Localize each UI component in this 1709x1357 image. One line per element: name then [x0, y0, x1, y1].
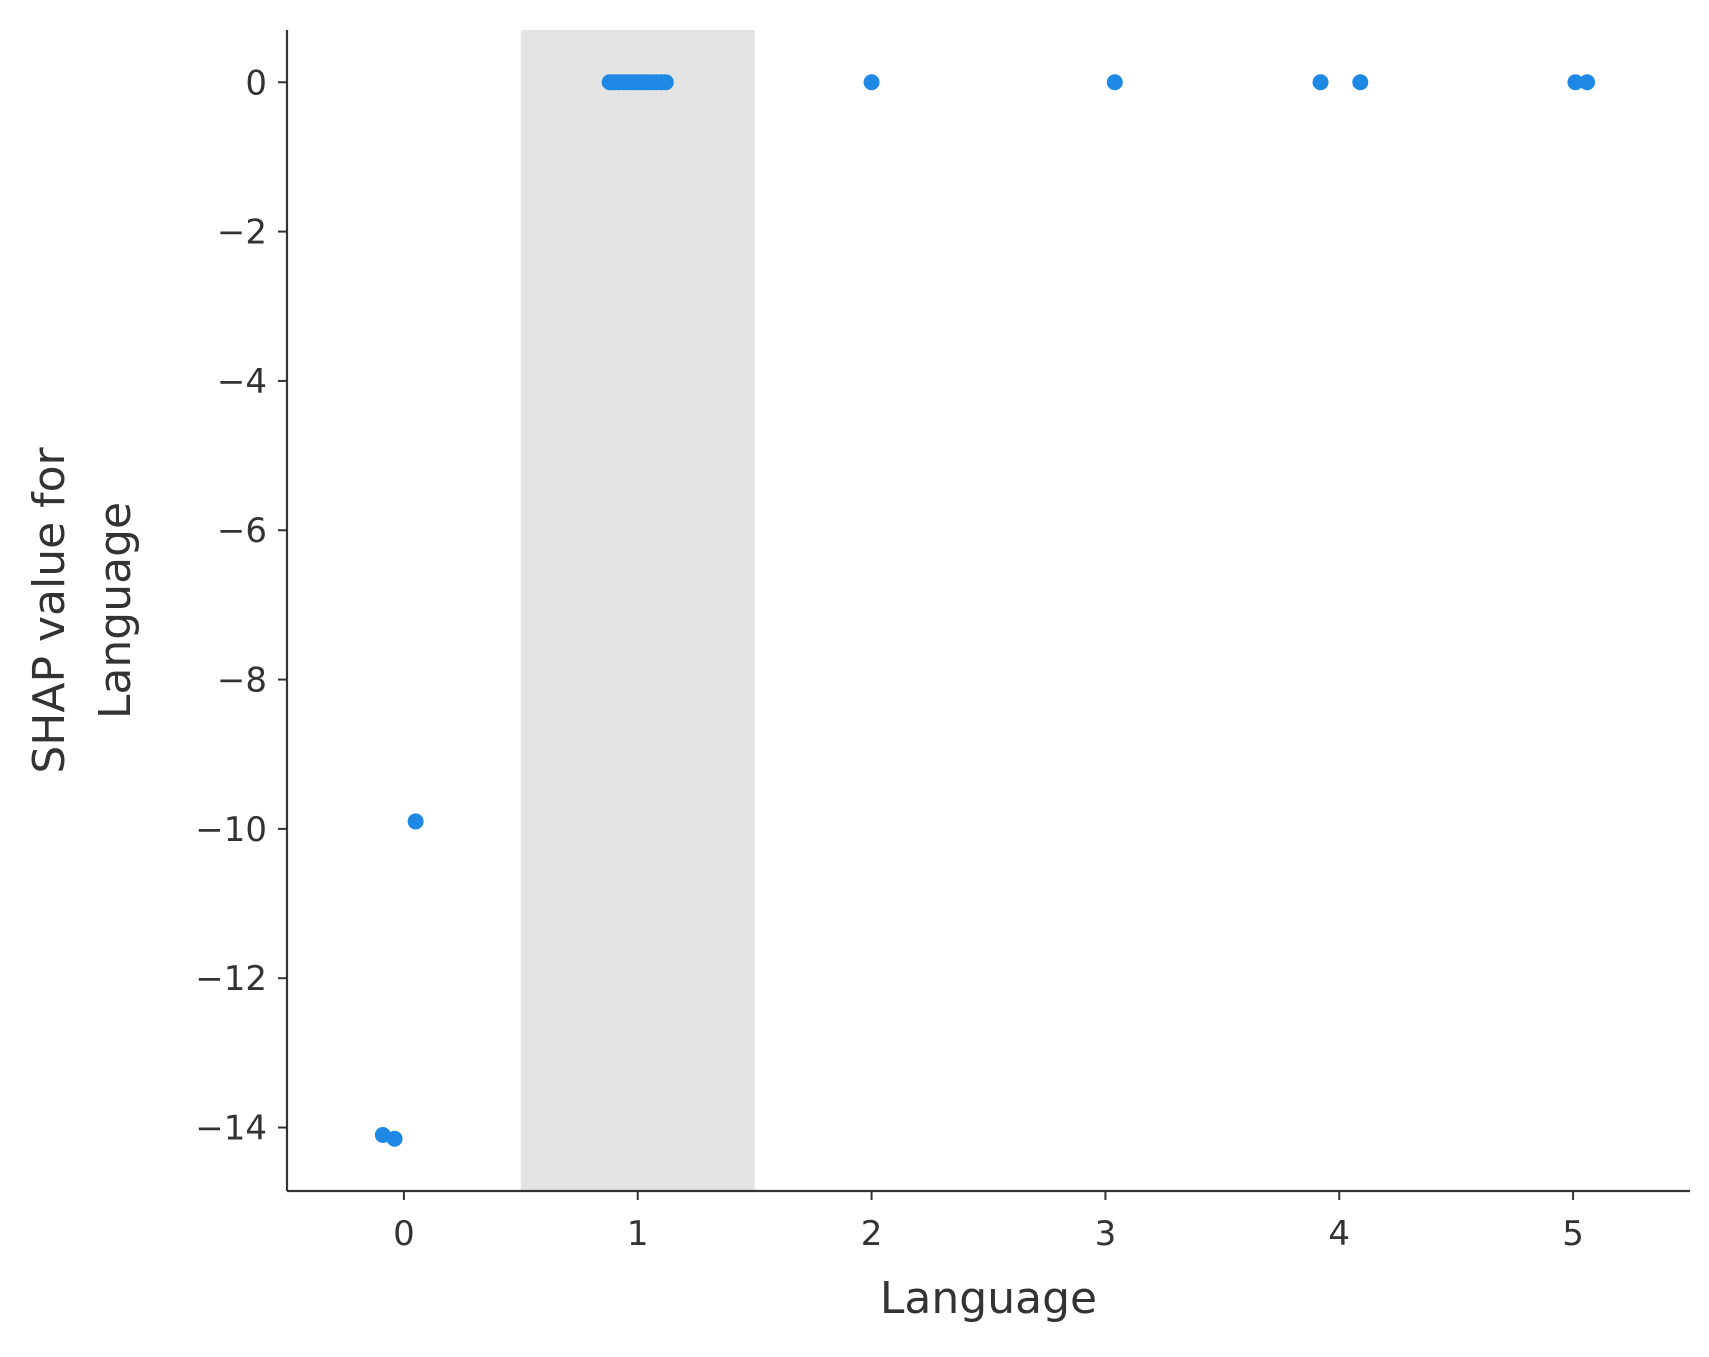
data-point	[1106, 74, 1123, 91]
x-tick-label: 3	[1095, 1214, 1117, 1254]
data-point	[1567, 74, 1584, 91]
highlight-band	[520, 30, 755, 1191]
y-tick-label: 0	[245, 63, 267, 103]
data-point	[1352, 74, 1369, 91]
data-point	[863, 74, 880, 91]
data-point	[407, 813, 424, 830]
labels-layer: Language SHAP value for Language	[24, 446, 1097, 1324]
data-point	[657, 74, 674, 91]
x-tick-label: 2	[861, 1214, 883, 1254]
y-axis-label-line-1: SHAP value for	[24, 446, 75, 773]
data-point	[1579, 74, 1596, 91]
y-tick-label: −14	[195, 1109, 267, 1149]
y-tick-label: −4	[217, 362, 267, 402]
points-layer	[374, 74, 1596, 1147]
highlight-band-layer	[520, 30, 755, 1191]
x-tick-label: 0	[393, 1214, 415, 1254]
x-tick-label: 4	[1328, 1214, 1350, 1254]
y-axis-label-line-2: Language	[90, 502, 141, 719]
axes-layer: 0 1 2 3 4 5 0 −2 −4 −6 −8 −10 −12 −14	[195, 30, 1690, 1254]
y-tick-label: −10	[195, 810, 267, 850]
x-tick-label: 1	[627, 1214, 649, 1254]
y-tick-label: −8	[217, 661, 267, 701]
x-tick-label: 5	[1562, 1214, 1584, 1254]
x-axis-label: Language	[880, 1273, 1097, 1324]
data-point	[1312, 74, 1329, 91]
y-tick-label: −6	[217, 511, 267, 551]
y-tick-label: −12	[195, 959, 267, 999]
y-tick-label: −2	[217, 213, 267, 253]
data-point	[386, 1130, 403, 1147]
